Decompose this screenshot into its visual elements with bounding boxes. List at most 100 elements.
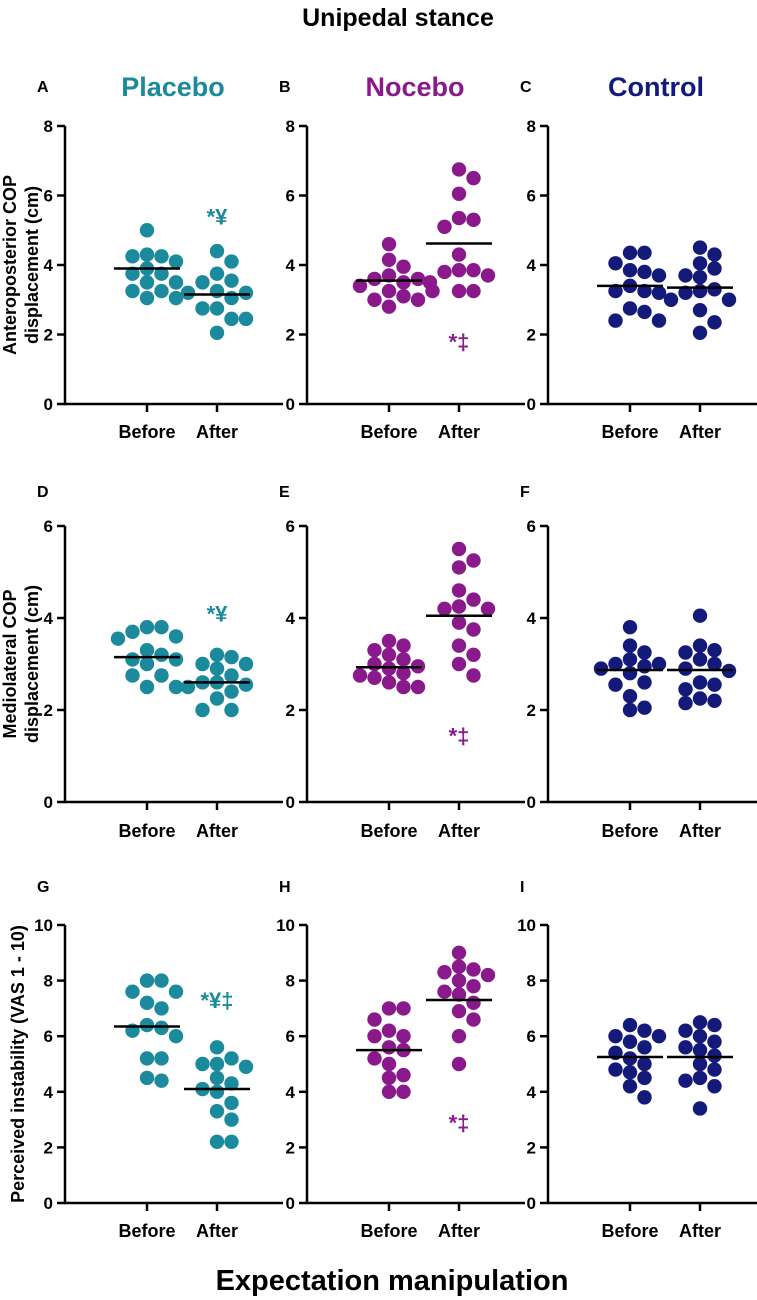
data-point-before (154, 266, 169, 281)
data-point-after (692, 675, 708, 690)
data-point-before (125, 668, 140, 683)
data-point-before (637, 645, 652, 660)
y-tick-label: 2 (286, 1138, 295, 1157)
data-point-before (622, 1034, 638, 1049)
data-point-after (451, 583, 467, 598)
data-point-after (692, 1101, 708, 1116)
data-point-after (466, 592, 481, 607)
data-point-before (622, 245, 638, 261)
data-point-before (125, 266, 140, 281)
y-tick-label: 0 (286, 395, 295, 414)
data-point-after (663, 292, 679, 307)
data-point-before (637, 304, 652, 320)
data-point-after (707, 1048, 722, 1063)
data-point-before (622, 301, 638, 316)
data-point-before (622, 689, 638, 704)
data-point-before (110, 631, 126, 646)
data-point-before (651, 268, 667, 283)
data-point-before (168, 254, 184, 269)
y-tick-label: 6 (286, 1027, 295, 1046)
data-point-before (622, 1065, 638, 1080)
data-point-before (396, 679, 411, 695)
data-point-after (209, 1084, 225, 1100)
data-point-before (381, 252, 397, 267)
data-point-after (195, 656, 210, 672)
data-point-before (622, 1051, 638, 1066)
data-point-before (367, 292, 382, 307)
data-point-before (381, 661, 397, 676)
y-tick-label: 8 (44, 117, 53, 136)
group-title-nocebo: Nocebo (365, 72, 464, 102)
data-point-after (209, 1134, 225, 1150)
data-point-after (721, 292, 737, 307)
data-point-after (451, 560, 467, 575)
data-point-after (466, 553, 481, 568)
y-axis-title-line: Anteroposterior COP (0, 175, 20, 355)
data-point-before (168, 652, 184, 667)
data-point-before (622, 1079, 638, 1094)
y-tick-label: 6 (527, 1027, 536, 1046)
data-point-after (451, 1003, 467, 1019)
data-point-after (224, 684, 239, 699)
data-point-after (678, 682, 693, 697)
data-point-before (622, 1017, 638, 1033)
data-point-before (622, 666, 638, 681)
panel-c: C 0 2 4 6 8 Before After (520, 79, 757, 442)
data-point-after (224, 311, 239, 327)
data-point-after (466, 263, 481, 278)
data-point-before (637, 659, 652, 674)
data-point-after (466, 622, 481, 637)
y-tick-label: 4 (286, 256, 296, 275)
data-point-before (168, 629, 184, 644)
data-point-after (224, 1095, 239, 1111)
y-tick-label: 2 (286, 701, 295, 720)
x-category-label-after: After (438, 821, 480, 841)
data-point-after (451, 263, 467, 278)
data-point-after (451, 210, 467, 226)
data-point-after (707, 1079, 722, 1094)
panel-letter: A (37, 79, 49, 96)
data-point-before (410, 679, 426, 695)
panel-g: G 0 2 4 6 8 10 Before After *¥‡ (34, 879, 283, 1241)
x-category-label-after: After (196, 1221, 238, 1241)
y-tick-label: 0 (527, 1194, 536, 1213)
data-point-after (692, 652, 708, 667)
data-point-after (692, 691, 708, 706)
data-point-after (209, 691, 225, 706)
panels: Anteroposterior COP displacement (cm)Medi… (0, 72, 757, 1241)
y-tick-label: 2 (527, 326, 536, 345)
y-axis-title-line: displacement (cm) (22, 585, 42, 743)
y-tick-label: 0 (44, 395, 53, 414)
data-point-before (139, 247, 155, 262)
data-point-after (707, 1062, 722, 1077)
y-tick-label: 10 (517, 916, 536, 935)
data-point-before (637, 1070, 652, 1086)
y-tick-label: 6 (44, 517, 53, 536)
data-point-before (139, 620, 155, 635)
data-point-after (209, 266, 225, 281)
data-point-before (381, 675, 397, 690)
y-tick-label: 6 (527, 517, 536, 536)
panel-i: I 0 2 4 6 8 10 Before After (517, 879, 757, 1241)
data-point-after (692, 1056, 708, 1072)
data-point-after (707, 656, 722, 672)
data-point-after (451, 1029, 467, 1044)
data-point-after (678, 268, 693, 283)
data-point-after (707, 247, 722, 262)
data-point-before (608, 1029, 623, 1044)
data-point-before (139, 679, 155, 695)
data-point-before (139, 1051, 155, 1066)
data-point-after (238, 311, 254, 327)
x-axis-title: Expectation manipulation (216, 1265, 569, 1297)
data-point-after (209, 661, 225, 676)
data-point-before (381, 1084, 397, 1100)
data-point-after (707, 677, 722, 692)
data-point-after (224, 1112, 239, 1127)
panel-letter: G (37, 879, 49, 896)
data-point-after (466, 668, 481, 683)
data-point-after (692, 302, 708, 318)
panel-letter: F (520, 484, 530, 501)
data-point-after (451, 615, 467, 630)
panel-e: E 0 2 4 6 Before After *‡ (279, 484, 525, 841)
data-point-before (637, 245, 652, 261)
